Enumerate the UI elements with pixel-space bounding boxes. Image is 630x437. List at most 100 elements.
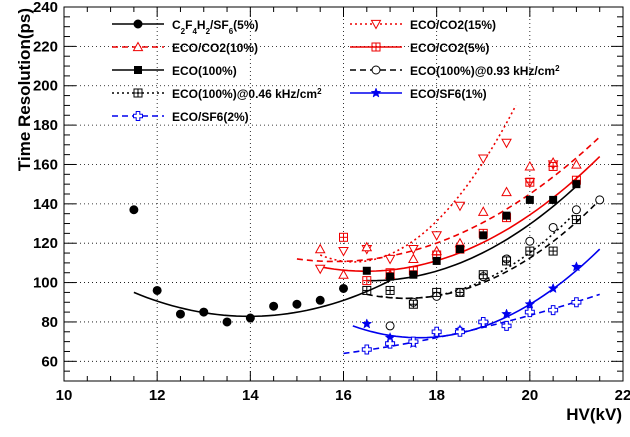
data-point-series-6 bbox=[408, 299, 418, 309]
y-tick-label: 100 bbox=[33, 275, 58, 292]
legend-label: ECO(100%)@0.93 kHz/cm2 bbox=[410, 64, 560, 79]
data-point-series-5 bbox=[548, 222, 558, 232]
data-point-series-7 bbox=[571, 261, 582, 272]
legend-label: ECO/SF6(2%) bbox=[172, 110, 249, 124]
data-point-series-7 bbox=[501, 308, 512, 319]
data-point-series-2 bbox=[501, 186, 512, 197]
data-point-series-8 bbox=[548, 305, 559, 316]
y-tick-label: 180 bbox=[33, 117, 58, 134]
data-point-series-4 bbox=[502, 211, 511, 220]
data-point-series-2 bbox=[477, 206, 489, 216]
data-point-series-4 bbox=[479, 231, 488, 240]
data-point-series-5 bbox=[571, 205, 581, 215]
legend-marker bbox=[133, 19, 143, 29]
data-point-series-1 bbox=[314, 264, 326, 275]
legend-label: ECO/CO2(15%) bbox=[410, 18, 496, 32]
data-point-series-2 bbox=[408, 253, 419, 264]
data-point-series-3 bbox=[362, 276, 372, 286]
y-tick-label: 240 bbox=[33, 0, 58, 16]
x-tick-label: 12 bbox=[149, 387, 166, 404]
legend-marker bbox=[370, 19, 382, 30]
data-point-series-4 bbox=[572, 180, 581, 189]
data-point-series-4 bbox=[525, 195, 534, 204]
y-tick-label: 80 bbox=[41, 314, 58, 331]
legend: C2F4H2/SF6(5%) ECO/CO2(15%)ECO/CO2(10%) EC… bbox=[112, 18, 560, 124]
legend-entry: ECO/SF6(1%) bbox=[350, 87, 487, 101]
legend-entry: ECO(100%) bbox=[112, 64, 237, 78]
legend-label: ECO/CO2(5%) bbox=[410, 41, 489, 55]
fit-line-series-0 bbox=[133, 279, 391, 318]
data-point-series-8 bbox=[571, 297, 582, 308]
x-tick-label: 20 bbox=[521, 387, 538, 404]
data-point-series-5 bbox=[385, 321, 395, 331]
data-point-series-6 bbox=[478, 270, 488, 280]
legend-marker bbox=[134, 66, 142, 74]
data-point-series-8 bbox=[408, 336, 419, 347]
y-tick-label: 220 bbox=[33, 38, 58, 55]
data-point-series-0 bbox=[152, 285, 162, 295]
data-point-series-6 bbox=[502, 256, 512, 266]
data-point-series-2 bbox=[361, 241, 373, 252]
x-tick-label: 22 bbox=[615, 387, 630, 404]
data-point-series-4 bbox=[409, 270, 418, 279]
fit-line-series-5 bbox=[366, 199, 601, 300]
legend-entry: ECO/CO2(15%) bbox=[350, 18, 496, 32]
data-point-series-8 bbox=[454, 326, 465, 337]
data-point-series-3 bbox=[548, 161, 558, 171]
x-tick-label: 14 bbox=[242, 387, 259, 404]
legend-entry: ECO/CO2(10%) bbox=[112, 41, 258, 55]
data-point-series-4 bbox=[432, 256, 441, 265]
legend-entry: ECO/SF6(2%) bbox=[112, 110, 249, 124]
data-point-series-7 bbox=[547, 282, 559, 294]
data-point-series-7 bbox=[524, 298, 536, 309]
marker-layer bbox=[129, 138, 605, 355]
data-point-series-6 bbox=[571, 215, 581, 225]
legend-marker bbox=[370, 87, 382, 98]
data-point-series-2 bbox=[571, 158, 582, 169]
legend-marker bbox=[371, 65, 381, 75]
data-point-series-4 bbox=[455, 245, 464, 254]
data-point-series-6 bbox=[432, 287, 442, 297]
data-point-series-0 bbox=[245, 313, 255, 323]
y-tick-label: 120 bbox=[33, 235, 58, 252]
data-point-series-4 bbox=[386, 272, 395, 281]
legend-marker bbox=[371, 42, 381, 52]
data-point-series-7 bbox=[361, 318, 373, 329]
data-point-series-6 bbox=[455, 287, 465, 297]
data-point-series-2 bbox=[524, 160, 536, 171]
data-point-series-0 bbox=[175, 309, 185, 319]
data-point-series-0 bbox=[129, 205, 139, 215]
y-axis-label: Time Resolution(ps) bbox=[15, 8, 34, 171]
y-tick-label: 160 bbox=[33, 156, 58, 173]
legend-marker bbox=[133, 88, 143, 98]
data-point-series-5 bbox=[525, 236, 535, 246]
data-point-series-6 bbox=[548, 246, 558, 256]
x-axis-label: HV(kV) bbox=[566, 405, 622, 424]
data-point-series-1 bbox=[338, 246, 349, 257]
data-point-series-3 bbox=[525, 177, 535, 187]
y-tick-label: 140 bbox=[33, 196, 58, 213]
legend-entry: ECO(100%)@0.46 kHz/cm2 bbox=[112, 87, 322, 102]
data-point-series-8 bbox=[478, 316, 489, 327]
legend-label: ECO/SF6(1%) bbox=[410, 87, 487, 101]
legend-entry: ECO(100%)@0.93 kHz/cm2 bbox=[350, 64, 560, 79]
data-point-series-4 bbox=[362, 266, 371, 275]
data-point-series-6 bbox=[525, 246, 535, 256]
fit-line-series-8 bbox=[343, 293, 600, 355]
x-tick-label: 16 bbox=[335, 387, 352, 404]
data-point-series-0 bbox=[339, 283, 348, 293]
data-point-series-1 bbox=[384, 254, 396, 265]
fit-line-series-6 bbox=[380, 211, 577, 300]
x-tick-label: 10 bbox=[56, 387, 73, 404]
data-point-series-0 bbox=[315, 295, 325, 305]
legend-label: ECO(100%)@0.46 kHz/cm2 bbox=[172, 87, 322, 102]
data-point-series-1 bbox=[454, 201, 466, 212]
data-point-series-6 bbox=[362, 285, 372, 295]
legend-marker bbox=[133, 111, 143, 121]
axis-layer: 10 12 14 16 18 20 22 60 80 100 120 140 160 180 200 220 2… bbox=[33, 0, 630, 404]
data-point-series-1 bbox=[431, 231, 443, 241]
data-point-series-1 bbox=[408, 245, 419, 255]
legend-marker bbox=[132, 41, 144, 52]
data-point-series-0 bbox=[199, 307, 209, 317]
